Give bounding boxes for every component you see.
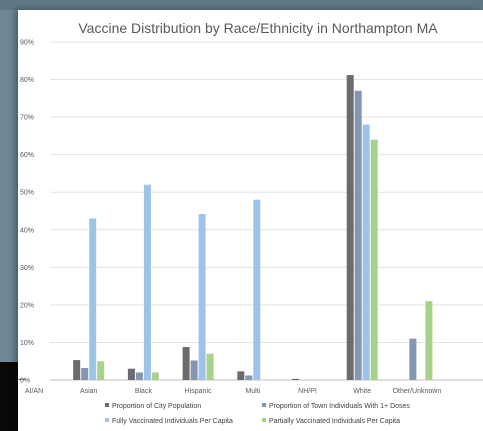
bar <box>89 218 97 380</box>
x-tick-label: Asian <box>80 388 98 395</box>
y-tick-label: 10% <box>20 340 34 347</box>
x-axis-ticks: AI/AN Asian Black Hispanic Multi NH/PI White Ot… <box>25 388 441 395</box>
x-tick-label: Black <box>135 388 153 395</box>
bar <box>370 139 378 380</box>
y-tick-label: 30% <box>20 265 34 272</box>
legend-label: Fully Vaccinated Individuals Per Capita <box>112 418 233 425</box>
bar-chart: Vaccine Distribution by Race/Ethnicity i… <box>18 20 483 425</box>
legend-label: Proportion of Town Individuals With 1+ D… <box>269 403 410 410</box>
y-tick-label: 90% <box>20 40 34 47</box>
background-band <box>0 0 483 10</box>
legend-swatch <box>262 418 266 422</box>
bar <box>97 361 105 380</box>
bar <box>18 378 26 380</box>
bar <box>135 372 143 380</box>
bar <box>182 346 190 380</box>
x-tick-label: NH/PI <box>298 388 317 395</box>
bar <box>127 368 135 380</box>
x-tick-label: AI/AN <box>25 388 43 395</box>
bar <box>409 338 417 380</box>
bar <box>198 214 206 380</box>
legend-swatch <box>105 418 109 422</box>
bar <box>73 360 81 380</box>
y-tick-label: 0% <box>20 378 30 385</box>
legend-label: Proportion of City Population <box>112 403 201 410</box>
x-tick-label: Multi <box>245 388 260 395</box>
x-tick-label: Other/Unknown <box>393 388 442 395</box>
bar <box>245 375 253 380</box>
y-tick-label: 60% <box>20 152 34 159</box>
legend-label: Partially Vaccinated Individuals Per Cap… <box>269 418 400 425</box>
y-tick-label: 50% <box>20 190 34 197</box>
y-tick-label: 40% <box>20 227 34 234</box>
bar <box>143 184 151 380</box>
legend: Proportion of City Population Proportion … <box>105 403 410 425</box>
x-tick-label: Hispanic <box>185 388 212 395</box>
bar <box>237 371 245 380</box>
bar <box>425 301 433 380</box>
chart-title: Vaccine Distribution by Race/Ethnicity i… <box>78 20 438 36</box>
bar <box>81 367 89 380</box>
y-axis-ticks: 0% 10% 20% 30% 40% 50% 60% 70% 80% 90% <box>20 40 34 385</box>
legend-swatch <box>262 403 266 407</box>
y-tick-label: 80% <box>20 77 34 84</box>
bar <box>292 378 299 380</box>
bar <box>362 124 370 380</box>
bar <box>253 199 261 380</box>
x-tick-label: White <box>353 388 371 395</box>
bar <box>206 353 214 380</box>
bar <box>346 75 354 380</box>
gridlines <box>50 41 483 381</box>
bar <box>354 90 362 381</box>
chart-card: Vaccine Distribution by Race/Ethnicity i… <box>18 10 483 431</box>
bar <box>151 372 159 380</box>
y-tick-label: 20% <box>20 302 34 309</box>
bars <box>18 75 433 381</box>
y-tick-label: 70% <box>20 115 34 122</box>
bar <box>190 360 198 380</box>
legend-swatch <box>105 403 109 407</box>
